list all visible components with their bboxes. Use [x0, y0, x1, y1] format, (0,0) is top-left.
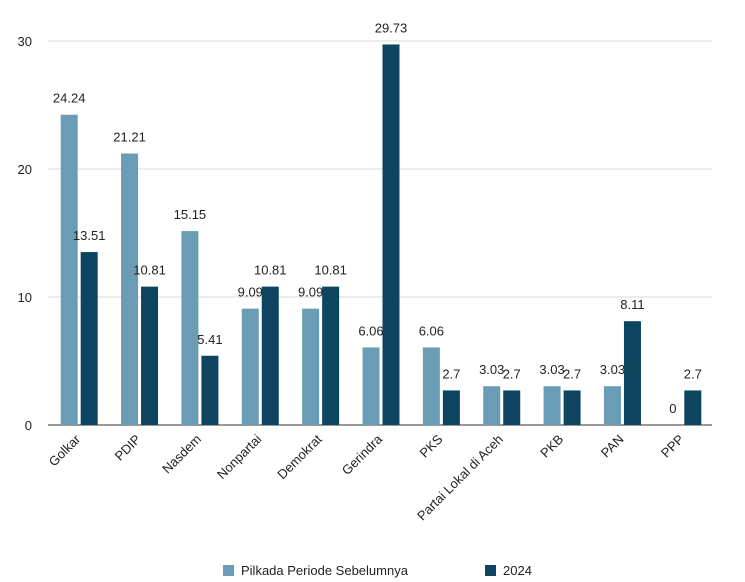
legend-label-series-2: 2024 — [503, 563, 532, 578]
x-axis-categories: Golkar PDIP Nasdem Nonpartai Demokrat Gerindr… — [46, 431, 687, 523]
data-label-nasdem-series-2: 5.41 — [197, 332, 222, 347]
data-label-nonpartai-series-1: 9.09 — [238, 285, 263, 300]
bar-nasdem-series-2 — [201, 355, 219, 425]
data-label-partai-lokal-di-aceh-series-1: 3.03 — [479, 362, 504, 377]
data-label-pks-series-1: 6.06 — [419, 323, 444, 338]
data-label-pks-series-2: 2.7 — [442, 366, 460, 381]
gridlines — [48, 40, 712, 426]
data-label-ppp-series-1: 0 — [669, 401, 676, 416]
legend: Pilkada Periode Sebelumnya 2024 — [223, 563, 532, 578]
bar-demokrat-series-1 — [302, 308, 320, 425]
category-label-nasdem: Nasdem — [159, 432, 204, 477]
data-label-ppp-series-2: 2.7 — [684, 366, 702, 381]
legend-label-series-1: Pilkada Periode Sebelumnya — [241, 563, 409, 578]
data-label-pdip-series-2: 10.81 — [133, 263, 166, 278]
bar-pkb-series-2 — [563, 390, 581, 425]
category-label-nonpartai: Nonpartai — [214, 431, 265, 482]
bar-pdip-series-1 — [121, 153, 139, 425]
data-label-pan-series-2: 8.11 — [620, 297, 644, 312]
data-label-nonpartai-series-2: 10.81 — [254, 263, 287, 278]
bar-gerindra-series-2 — [382, 44, 400, 426]
y-tick-label-10: 10 — [18, 290, 32, 305]
bar-pkb-series-1 — [543, 386, 561, 425]
y-tick-label-0: 0 — [25, 418, 32, 433]
data-label-golkar-series-1: 24.24 — [53, 91, 86, 106]
data-label-partai-lokal-di-aceh-series-2: 2.7 — [503, 366, 521, 381]
data-label-demokrat-series-1: 9.09 — [298, 285, 323, 300]
y-axis-ticks: 0 10 20 30 — [18, 34, 32, 433]
bar-golkar-series-2 — [80, 252, 98, 425]
data-labels: 24.24 13.51 21.21 10.81 15.15 5.41 9.09 10.81 9.… — [53, 20, 702, 416]
bar-gerindra-series-1 — [362, 347, 380, 425]
bar-nonpartai-series-1 — [241, 308, 259, 425]
category-label-golkar: Golkar — [46, 431, 84, 469]
bar-pan-series-1 — [603, 386, 621, 425]
data-label-pkb-series-1: 3.03 — [539, 362, 564, 377]
y-tick-label-30: 30 — [18, 34, 32, 49]
data-label-golkar-series-2: 13.51 — [73, 228, 106, 243]
data-label-nasdem-series-1: 15.15 — [174, 207, 207, 222]
data-label-pkb-series-2: 2.7 — [563, 366, 581, 381]
bar-demokrat-series-2 — [322, 286, 340, 425]
bar-nonpartai-series-2 — [261, 286, 279, 425]
bar-golkar-series-1 — [60, 114, 78, 425]
bar-pks-series-1 — [422, 347, 440, 425]
data-label-pan-series-1: 3.03 — [600, 362, 625, 377]
data-label-gerindra-series-2: 29.73 — [375, 20, 408, 35]
bar-pks-series-2 — [442, 390, 460, 425]
category-label-pan: PAN — [598, 432, 627, 461]
bar-ppp-series-2 — [684, 390, 702, 425]
category-label-gerindra: Gerindra — [339, 431, 386, 478]
y-tick-label-20: 20 — [18, 162, 32, 177]
category-label-demokrat: Demokrat — [274, 431, 325, 482]
data-label-pdip-series-1: 21.21 — [113, 130, 146, 145]
category-label-ppp: PPP — [658, 432, 687, 461]
legend-swatch-series-2 — [485, 565, 496, 576]
bar-nasdem-series-1 — [181, 231, 199, 425]
legend-swatch-series-1 — [223, 565, 234, 576]
category-label-pks: PKS — [416, 431, 445, 460]
data-label-demokrat-series-2: 10.81 — [314, 263, 347, 278]
bar-pan-series-2 — [623, 321, 641, 425]
bar-pdip-series-2 — [141, 286, 159, 425]
bar-partai-lokal-di-aceh-series-1 — [483, 386, 501, 425]
bars — [60, 44, 702, 426]
data-label-gerindra-series-1: 6.06 — [358, 323, 383, 338]
category-label-pkb: PKB — [537, 432, 566, 461]
bar-partai-lokal-di-aceh-series-2 — [503, 390, 521, 425]
category-label-pdip: PDIP — [112, 432, 144, 464]
